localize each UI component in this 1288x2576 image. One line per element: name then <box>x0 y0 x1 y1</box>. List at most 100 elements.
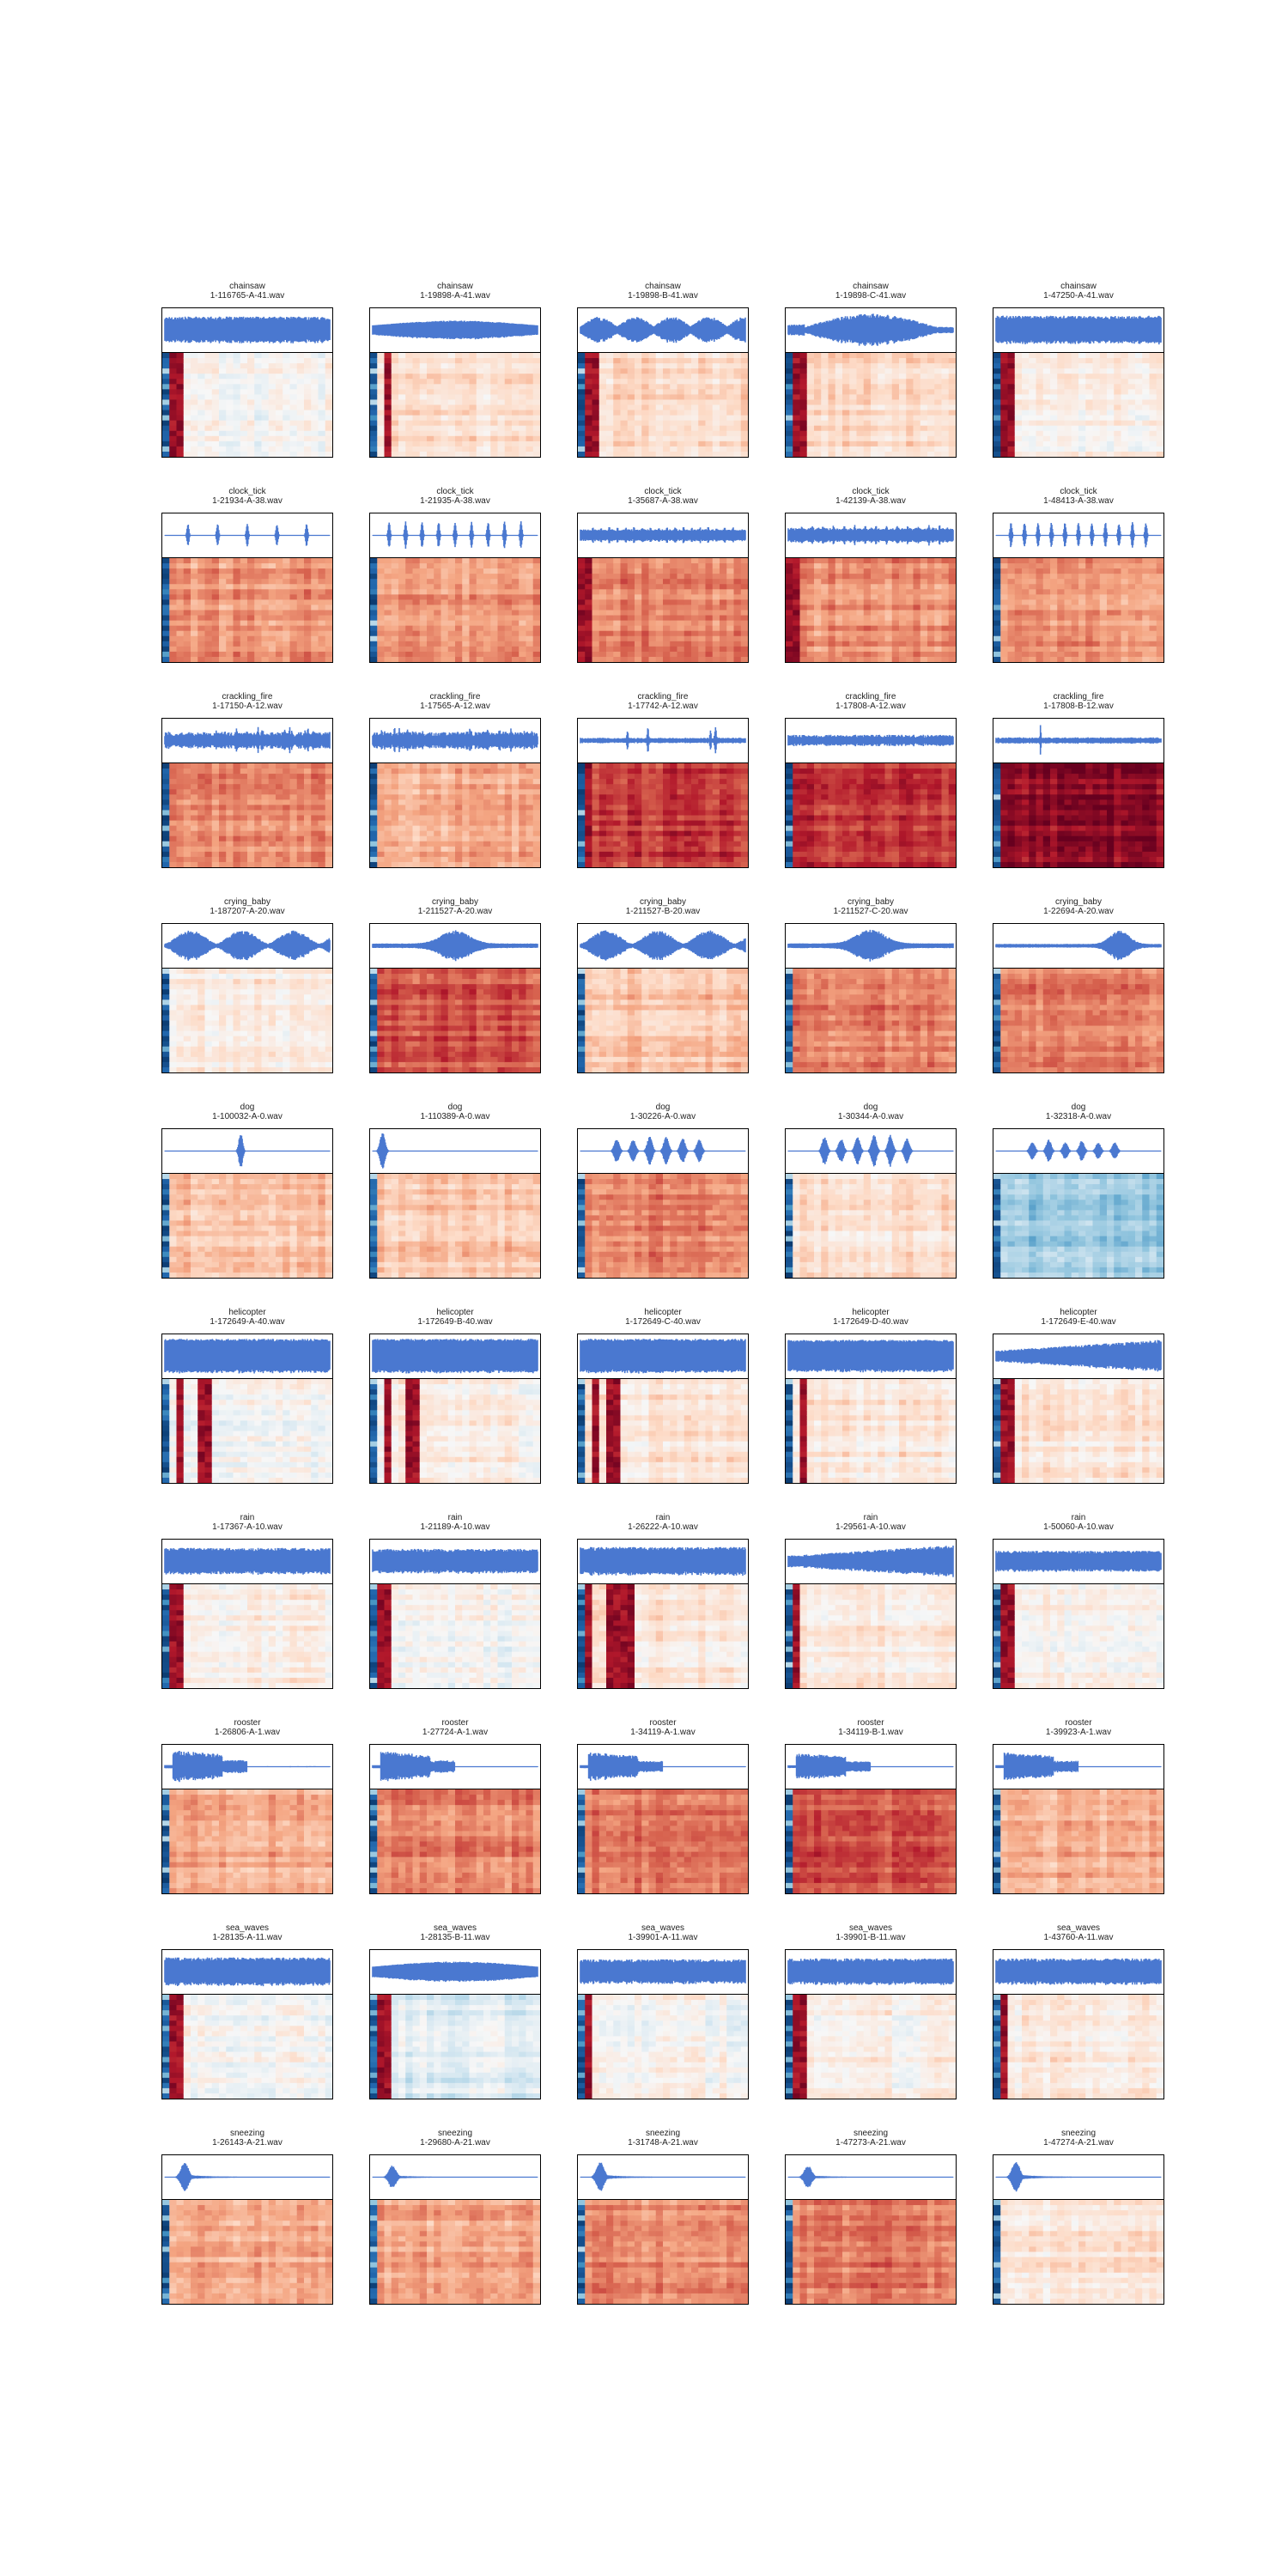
mfcc-cell <box>641 394 650 401</box>
mfcc-cell <box>828 389 836 395</box>
mfcc-cell <box>585 394 593 401</box>
mfcc-cell <box>512 420 519 427</box>
mfcc-cell <box>592 630 600 637</box>
mfcc-cell <box>162 784 170 790</box>
mfcc-cell <box>1114 394 1122 401</box>
mfcc-cell <box>261 589 270 595</box>
mfcc-cell <box>412 435 421 442</box>
mfcc-cell <box>899 599 907 606</box>
mfcc-cell <box>169 769 178 775</box>
mfcc-cell <box>233 635 241 642</box>
mfcc-cell <box>204 440 213 447</box>
mfcc-cell <box>440 589 449 595</box>
mfcc-cell <box>691 630 699 637</box>
mfcc-cell <box>440 394 449 401</box>
mfcc-cell <box>677 620 685 627</box>
mfcc-cell <box>1071 646 1079 653</box>
mfcc-cell <box>197 625 206 632</box>
mfcc-cell <box>720 394 727 401</box>
mfcc-cell <box>419 353 428 359</box>
mfcc-cell <box>691 435 699 442</box>
mfcc-cell <box>296 584 305 590</box>
mfcc-cell <box>1050 379 1058 385</box>
mfcc-cell <box>440 404 449 411</box>
mfcc-cell <box>1078 420 1086 427</box>
mfcc-cell <box>655 368 664 374</box>
mfcc-cell <box>268 589 276 595</box>
mfcc-cell <box>828 394 836 401</box>
mfcc-cell <box>683 558 692 564</box>
mfcc-cell <box>1149 420 1157 427</box>
mfcc-cell <box>504 374 513 380</box>
mfcc-cell <box>169 389 178 395</box>
mfcc-cell <box>1022 384 1030 390</box>
mfcc-cell <box>1142 574 1151 580</box>
mfcc-cell <box>913 425 921 432</box>
mfcc-cell <box>1127 374 1136 380</box>
mfcc-cell <box>469 451 477 457</box>
mfcc-cell <box>377 589 386 595</box>
mfcc-cell <box>504 646 513 653</box>
mfcc-cell <box>483 440 491 447</box>
mfcc-cell <box>1099 641 1108 647</box>
mfcc-cell <box>412 404 421 411</box>
mfcc-cell <box>733 563 742 569</box>
mfcc-cell <box>483 363 491 369</box>
mfcc-cell <box>1149 594 1157 600</box>
mfcc-cell <box>1121 630 1129 637</box>
mfcc-cell <box>598 435 607 442</box>
mfcc-cell <box>1022 620 1030 627</box>
waveform-axes <box>369 513 541 558</box>
mfcc-cell <box>497 594 506 600</box>
mfcc-cell <box>311 430 319 437</box>
mfcc-cell <box>655 404 664 411</box>
mfcc-cell <box>233 435 241 442</box>
mfcc-cell <box>490 641 499 647</box>
mfcc-cell <box>325 635 332 642</box>
mfcc-cell <box>884 620 893 627</box>
mfcc-cell <box>1114 368 1122 374</box>
mfcc-cell <box>941 420 950 427</box>
mfcc-cell <box>913 379 921 385</box>
mfcc-cell <box>455 651 463 658</box>
mfcc-cell <box>1071 594 1079 600</box>
mfcc-cell <box>384 563 392 569</box>
mfcc-cell <box>497 420 506 427</box>
mfcc-cell <box>391 389 399 395</box>
mfcc-cell <box>927 568 935 574</box>
mfcc-cell <box>183 810 191 817</box>
mfcc-cell <box>585 584 593 590</box>
mfcc-cell <box>412 446 421 453</box>
mfcc-cell <box>1156 610 1163 617</box>
mfcc-cell <box>641 579 650 585</box>
mfcc-cell <box>1121 574 1129 580</box>
mfcc-cell <box>233 563 241 569</box>
mfcc-cell <box>670 353 678 359</box>
mfcc-cell <box>176 563 185 569</box>
mfcc-cell <box>871 579 878 585</box>
mfcc-cell <box>219 568 227 574</box>
mfcc-cell <box>304 615 312 622</box>
mfcc-cell <box>740 630 748 637</box>
mfcc-cell <box>726 410 735 416</box>
mfcc-cell <box>434 435 442 442</box>
mfcc-cell <box>483 635 491 642</box>
mfcc-cell <box>490 384 499 390</box>
mfcc-cell <box>814 656 822 662</box>
mfcc-cell <box>733 620 742 627</box>
mfcc-cell <box>318 646 326 653</box>
mfcc-cell <box>412 656 421 662</box>
mfcc-cell <box>519 641 527 647</box>
mfcc-cell <box>240 399 248 406</box>
mfcc-cell <box>1029 646 1037 653</box>
mfcc-cell <box>828 610 836 617</box>
mfcc-cell <box>670 568 678 574</box>
mfcc-cell <box>254 404 263 411</box>
mfcc-cell <box>233 379 241 385</box>
mfcc-cell <box>927 415 935 422</box>
mfcc-cell <box>648 589 657 595</box>
mfcc-cell <box>670 620 678 627</box>
mfcc-cell <box>268 563 276 569</box>
mfcc-cell <box>183 784 191 790</box>
mfcc-cell <box>899 620 907 627</box>
